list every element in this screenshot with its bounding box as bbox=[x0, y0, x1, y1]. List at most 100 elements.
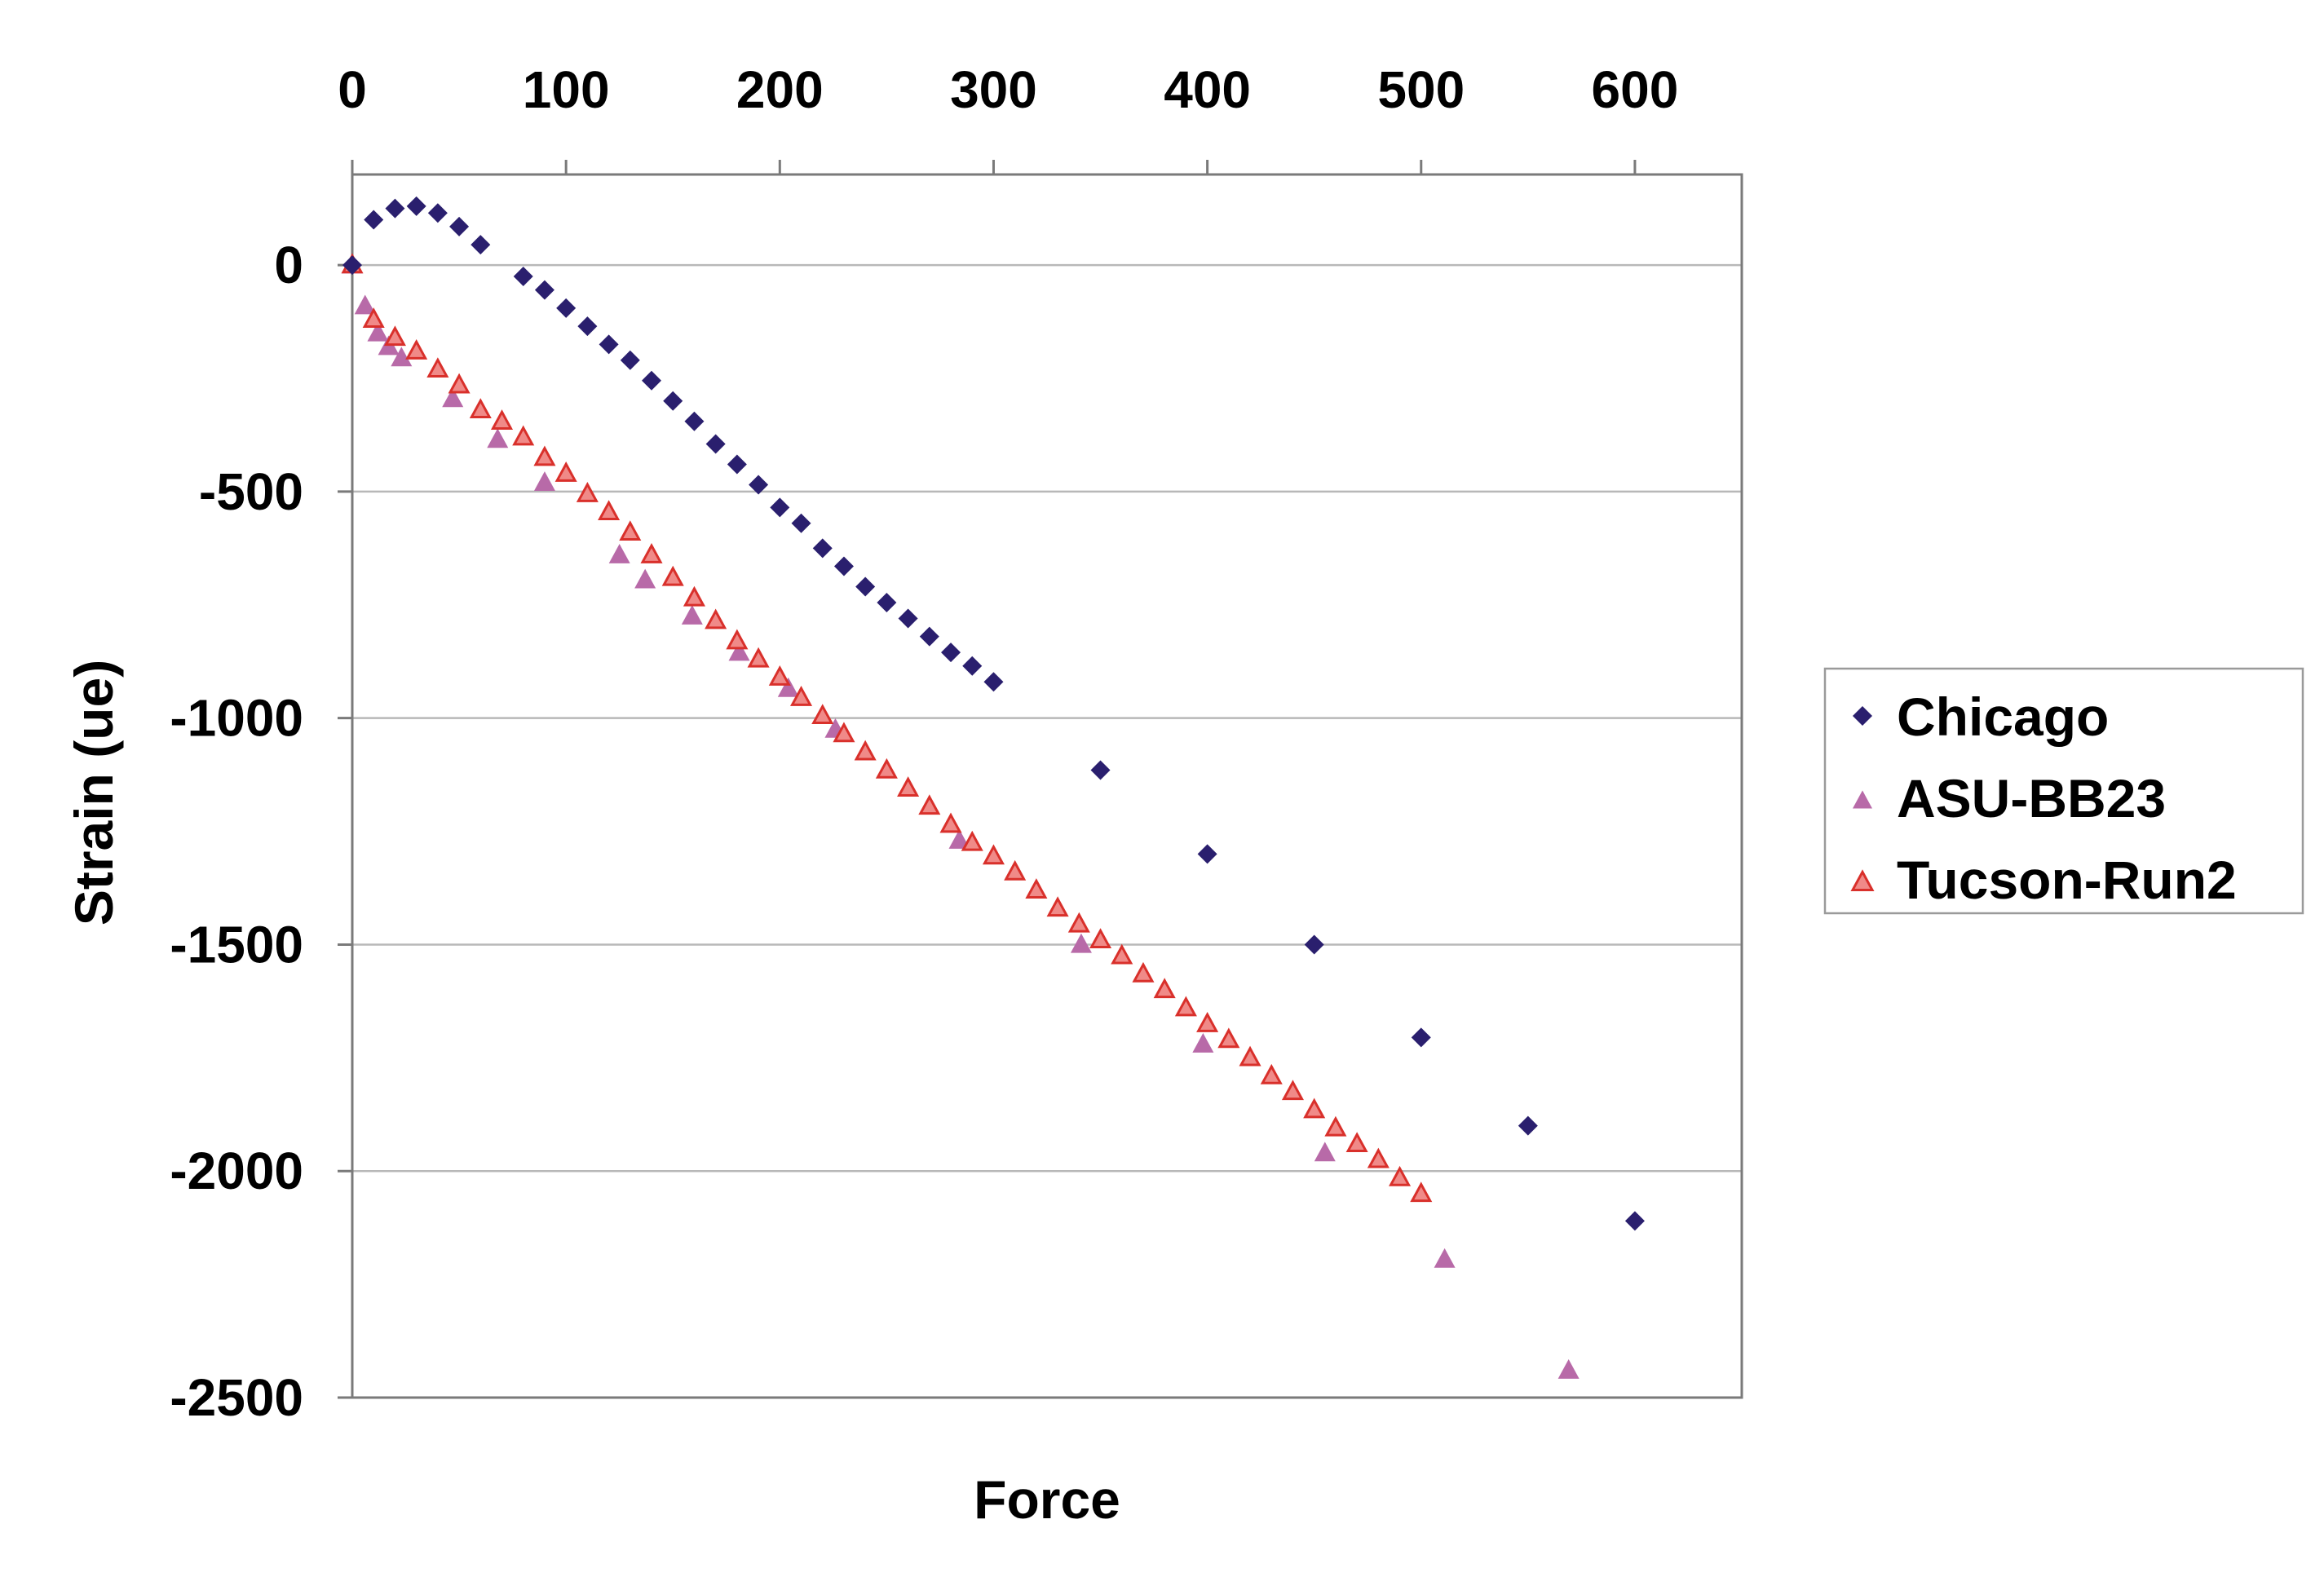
chicago-point bbox=[599, 334, 619, 355]
tucson-run2-point bbox=[961, 830, 983, 851]
data-points bbox=[341, 196, 1645, 1379]
chicago-point bbox=[556, 298, 577, 318]
chicago-point bbox=[427, 203, 448, 223]
tucson-run2-point bbox=[1132, 961, 1155, 983]
tucson-run2-point bbox=[1410, 1181, 1433, 1203]
x-tick-label: 0 bbox=[338, 60, 367, 119]
chicago-point bbox=[1304, 934, 1324, 955]
tucson-run2-point bbox=[875, 757, 898, 779]
y-tick-label: -2500 bbox=[170, 1368, 303, 1427]
tucson-run2-point bbox=[1324, 1115, 1347, 1137]
asu-bb23-point bbox=[391, 347, 413, 367]
chicago-point bbox=[385, 198, 405, 219]
plot-area-frame bbox=[351, 173, 1743, 1399]
chicago-point bbox=[833, 556, 854, 576]
chicago-point bbox=[1197, 844, 1217, 864]
tucson-run2-series bbox=[341, 253, 1433, 1203]
tucson-run2-point bbox=[1367, 1147, 1390, 1168]
gridlines bbox=[352, 263, 1742, 1173]
asu-bb23-point bbox=[948, 829, 970, 849]
asu-bb23-point bbox=[681, 605, 703, 625]
tucson-run2-point bbox=[747, 647, 770, 668]
y-axis-title: Strain (ue) bbox=[64, 660, 124, 925]
tucson-run2-point bbox=[1217, 1027, 1240, 1049]
asu-bb23-point bbox=[367, 321, 389, 342]
tucson-run2-point bbox=[448, 373, 471, 394]
tucson-run2-point bbox=[683, 585, 705, 607]
legend-marker-chicago bbox=[1853, 706, 1872, 726]
chicago-point bbox=[406, 196, 426, 216]
chicago-point bbox=[1411, 1027, 1431, 1048]
tucson-run2-point bbox=[1111, 943, 1133, 965]
legend-items: Chicago ASU-BB23 Tucson-Run2 bbox=[1850, 687, 2237, 910]
tucson-run2-point bbox=[1281, 1080, 1305, 1101]
chicago-point bbox=[877, 593, 897, 612]
tucson-run2-point bbox=[490, 409, 514, 430]
tucson-run2-point bbox=[1046, 896, 1069, 917]
chicago-point bbox=[449, 216, 470, 236]
legend-label-chicago: Chicago bbox=[1897, 687, 2109, 747]
tucson-run2-point bbox=[918, 794, 941, 815]
tucson-run2-point bbox=[1389, 1165, 1412, 1186]
tucson-run2-point bbox=[598, 500, 621, 521]
tucson-run2-point bbox=[661, 565, 684, 586]
y-tick-label: -2000 bbox=[170, 1142, 303, 1200]
asu-bb23-series bbox=[342, 254, 1580, 1379]
asu-bb23-point bbox=[1434, 1248, 1456, 1268]
chicago-point bbox=[962, 656, 983, 676]
asu-bb23-point bbox=[1192, 1033, 1214, 1053]
chicago-point bbox=[749, 475, 769, 495]
x-axis-title: Force bbox=[974, 1469, 1120, 1530]
x-tick-label: 200 bbox=[736, 60, 824, 119]
x-tick-label: 400 bbox=[1164, 60, 1251, 119]
chicago-point bbox=[919, 626, 939, 647]
asu-bb23-point bbox=[442, 387, 464, 408]
chicago-point bbox=[684, 411, 705, 431]
tucson-run2-point bbox=[1004, 859, 1027, 881]
chicago-point bbox=[513, 267, 533, 286]
tucson-run2-point bbox=[705, 608, 727, 629]
asu-bb23-point bbox=[634, 568, 656, 589]
chicago-point bbox=[620, 350, 640, 370]
tucson-run2-point bbox=[469, 398, 492, 419]
chicago-point bbox=[727, 454, 747, 475]
tucson-run2-point bbox=[512, 425, 535, 446]
tucson-run2-point bbox=[1089, 928, 1112, 949]
chicago-point bbox=[342, 255, 362, 276]
chicago-point bbox=[663, 391, 683, 411]
tucson-run2-point bbox=[897, 776, 920, 797]
chicago-point bbox=[855, 576, 876, 597]
tucson-run2-point bbox=[619, 520, 642, 541]
x-tick-label: 600 bbox=[1592, 60, 1679, 119]
chicago-point bbox=[770, 497, 790, 518]
chicago-point bbox=[642, 370, 662, 391]
chicago-series bbox=[342, 196, 1645, 1231]
asu-bb23-point bbox=[487, 428, 509, 448]
y-tick-label: -1500 bbox=[170, 915, 303, 974]
legend-marker-asu-bb23 bbox=[1853, 790, 1872, 809]
tucson-run2-point bbox=[533, 445, 556, 466]
x-tick-label: 500 bbox=[1377, 60, 1465, 119]
tucson-run2-point bbox=[1067, 912, 1090, 933]
x-tick-label: 300 bbox=[950, 60, 1037, 119]
tucson-run2-point bbox=[1196, 1011, 1219, 1032]
legend: Chicago ASU-BB23 Tucson-Run2 bbox=[1823, 667, 2304, 915]
tucson-run2-point bbox=[1025, 878, 1048, 899]
chicago-point bbox=[812, 538, 833, 559]
chicago-point bbox=[705, 434, 726, 454]
legend-box bbox=[1823, 667, 2304, 915]
asu-bb23-point bbox=[1314, 1142, 1336, 1162]
y-tick-label: -500 bbox=[199, 462, 303, 521]
tucson-run2-point bbox=[1174, 996, 1197, 1017]
tucson-run2-point bbox=[1345, 1132, 1368, 1153]
tucson-run2-point bbox=[726, 629, 749, 650]
tucson-run2-point bbox=[554, 461, 577, 482]
chicago-point bbox=[1624, 1211, 1645, 1231]
tucson-run2-point bbox=[768, 665, 791, 686]
y-tick-label: 0 bbox=[274, 236, 303, 294]
asu-bb23-point bbox=[533, 471, 555, 492]
legend-label-asu-bb23: ASU-BB23 bbox=[1897, 768, 2166, 828]
tucson-run2-point bbox=[811, 704, 834, 725]
y-tick-label: -1000 bbox=[170, 689, 303, 748]
legend-marker-tucson-run2 bbox=[1850, 869, 1875, 891]
